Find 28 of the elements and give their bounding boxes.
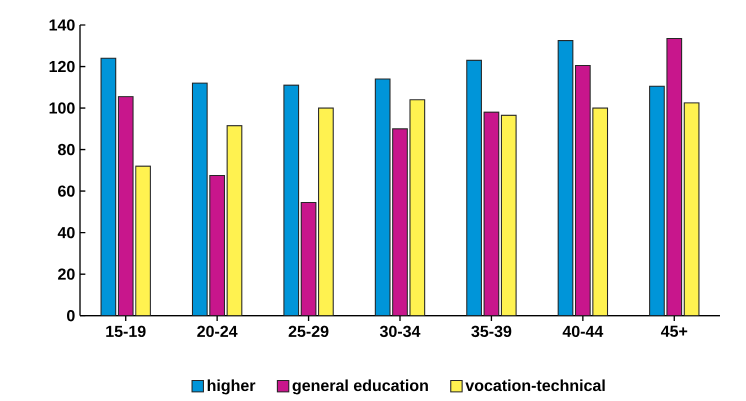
x-tick-label: 20-24 — [197, 326, 238, 338]
x-tick-label: 25-29 — [288, 326, 328, 338]
bar — [374, 78, 391, 316]
bar — [649, 86, 665, 316]
bar — [466, 60, 482, 316]
x-tick-label: 35-39 — [471, 326, 512, 338]
y-tick-label: 80 — [58, 144, 75, 156]
x-tick-label: 45+ — [660, 326, 688, 337]
y-tick-label: 20 — [58, 268, 75, 280]
legend-label: higher — [208, 379, 256, 394]
x-tick-label: 15-19 — [106, 326, 146, 338]
bar — [192, 82, 208, 316]
bar — [558, 40, 574, 316]
bar — [100, 58, 116, 316]
y-tick-label: 60 — [58, 185, 75, 197]
legend-label: general education — [292, 379, 428, 394]
y-tick-label: 140 — [50, 19, 75, 31]
y-tick-label: 40 — [58, 226, 75, 238]
y-tick-label: 0 — [67, 310, 75, 322]
bar — [592, 108, 608, 316]
x-tick-label: 30-34 — [380, 326, 420, 338]
y-tick-label: 120 — [50, 60, 75, 72]
bar — [135, 166, 151, 316]
y-tick-label: 100 — [50, 102, 75, 114]
legend-label: vocation-technical — [465, 379, 605, 392]
x-tick-label: 40-44 — [562, 326, 604, 338]
bar — [118, 96, 134, 316]
bar — [283, 84, 300, 316]
